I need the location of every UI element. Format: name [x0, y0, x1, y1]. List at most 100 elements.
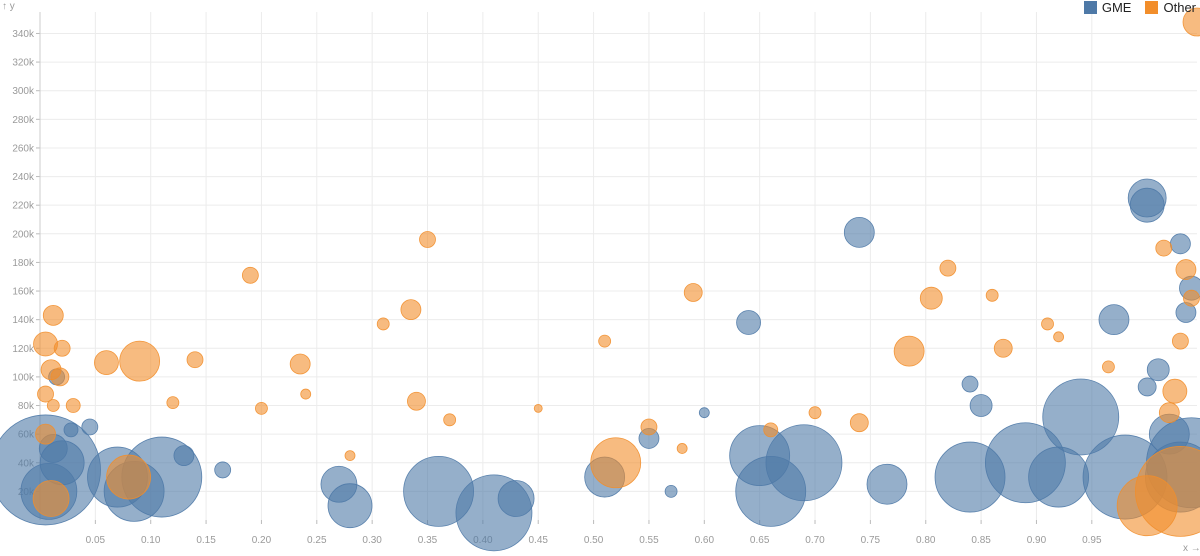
point-other [1171, 332, 1189, 350]
grid-lines [40, 12, 1197, 520]
point-gme [765, 424, 843, 502]
point-gme [63, 422, 79, 438]
point-other [33, 331, 58, 357]
point-other [94, 350, 119, 375]
point-other [1182, 7, 1200, 37]
point-other [443, 413, 457, 427]
y-tick-label: 200k [12, 229, 35, 240]
y-tick-label: 240k [12, 172, 35, 183]
point-gme [173, 445, 195, 467]
point-other [640, 418, 658, 436]
point-other [119, 340, 161, 382]
point-other [289, 353, 311, 375]
point-gme [736, 310, 761, 335]
point-gme [866, 463, 908, 505]
legend-swatch-other [1145, 1, 1159, 14]
x-tick-label: 0.80 [916, 535, 936, 546]
x-tick-label: 0.25 [307, 535, 327, 546]
legend-swatch-gme [1083, 1, 1097, 14]
point-other [1116, 475, 1178, 537]
x-tick-label: 0.65 [750, 535, 770, 546]
point-other [186, 351, 204, 369]
x-tick-label: 0.35 [418, 535, 438, 546]
y-tick-label: 220k [12, 201, 35, 212]
series-gme [0, 178, 1200, 552]
point-other [808, 406, 822, 420]
point-other [407, 391, 426, 411]
point-gme [497, 480, 535, 517]
x-tick-label: 0.20 [252, 535, 272, 546]
legend-label-gme: GME [1101, 0, 1132, 15]
point-other [241, 266, 259, 284]
point-other [893, 335, 925, 367]
point-other [166, 396, 180, 410]
data-points [0, 7, 1200, 552]
point-other [1183, 289, 1200, 307]
point-other [939, 259, 957, 277]
y-tick-label: 320k [12, 58, 35, 69]
y-tick-label: 280k [12, 115, 35, 126]
point-other [255, 401, 268, 415]
point-other [676, 443, 688, 454]
point-other [419, 231, 436, 248]
point-gme [1028, 446, 1090, 508]
point-gme [1042, 378, 1120, 456]
point-other [1102, 360, 1115, 374]
x-tick-label: 0.45 [528, 535, 548, 546]
point-other [533, 403, 543, 413]
y-tick-label: 340k [12, 29, 35, 40]
point-other [1053, 331, 1065, 343]
point-other [1162, 378, 1188, 404]
x-tick-label: 0.70 [805, 535, 825, 546]
x-tick-label: 0.30 [362, 535, 382, 546]
point-gme [1146, 358, 1170, 382]
point-other [598, 334, 612, 348]
x-tick-label: 0.60 [695, 535, 715, 546]
axes: 20k40k60k80k100k120k140k160k180k200k220k… [12, 12, 1102, 546]
point-gme [843, 216, 875, 248]
y-tick-label: 80k [18, 401, 35, 412]
series-other [32, 7, 1200, 537]
point-other [590, 437, 642, 489]
y-axis-label: ↑ y [2, 1, 15, 12]
point-other [1041, 317, 1054, 331]
point-other [400, 299, 422, 321]
y-tick-label: 100k [12, 372, 35, 383]
point-gme [1169, 233, 1191, 255]
y-tick-label: 180k [12, 258, 35, 269]
point-gme [1129, 187, 1165, 223]
point-other [46, 399, 60, 412]
point-gme [1098, 304, 1130, 336]
y-tick-label: 140k [12, 315, 35, 326]
point-gme [81, 418, 99, 436]
point-other [763, 422, 779, 438]
point-other [300, 388, 312, 400]
point-gme [39, 440, 85, 486]
x-tick-label: 0.55 [639, 535, 659, 546]
y-tick-label: 160k [12, 287, 35, 298]
x-tick-label: 0.90 [1027, 535, 1047, 546]
x-axis-label: x → [1183, 543, 1200, 554]
point-other [32, 480, 70, 517]
legend-label-other: Other [1163, 0, 1196, 15]
x-tick-label: 0.95 [1082, 535, 1102, 546]
point-other [35, 423, 56, 445]
y-tick-label: 260k [12, 143, 35, 154]
point-other [65, 398, 81, 413]
point-other [849, 413, 869, 433]
y-tick-label: 300k [12, 86, 35, 97]
point-gme [969, 394, 993, 417]
point-gme [961, 375, 979, 393]
x-tick-label: 0.10 [141, 535, 161, 546]
y-tick-label: 120k [12, 344, 35, 355]
legend-item-other: Other [1145, 0, 1196, 15]
point-other [42, 304, 64, 326]
point-other [344, 450, 356, 462]
point-other [106, 454, 151, 500]
point-other [50, 367, 70, 387]
point-other [993, 338, 1013, 358]
point-other [37, 385, 54, 403]
x-tick-label: 0.05 [86, 535, 106, 546]
legend: GME Other [1083, 0, 1196, 15]
